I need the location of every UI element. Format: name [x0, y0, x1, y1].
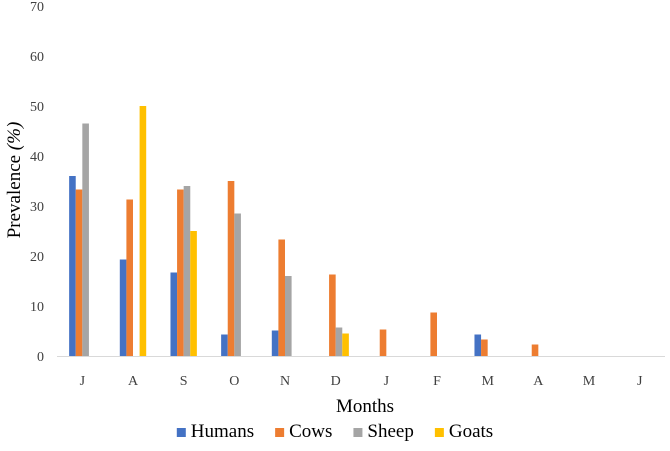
x-tick-label: N: [280, 374, 290, 389]
bar-sheep: [82, 123, 89, 356]
bar-goats: [139, 106, 147, 356]
legend-label: Cows: [289, 421, 332, 442]
bar-cows: [481, 339, 488, 356]
bar-cows: [126, 199, 133, 356]
x-tick-label: D: [331, 374, 341, 389]
legend-swatch: [275, 428, 285, 437]
bar-cows: [75, 189, 83, 356]
x-tick-label: S: [180, 374, 188, 389]
bar-humans: [119, 259, 127, 356]
x-tick-label: A: [533, 374, 544, 389]
legend-label: Sheep: [367, 421, 413, 442]
legend-label: Goats: [449, 421, 493, 442]
legend-swatch: [353, 428, 363, 437]
x-tick-label: J: [80, 374, 86, 389]
legend-swatch: [176, 428, 186, 437]
bar-cows: [177, 189, 184, 356]
y-tick-label: 0: [37, 350, 44, 365]
bar-cows: [278, 239, 285, 356]
x-tick-label: J: [384, 374, 390, 389]
y-axis-title: Prevalence (%): [4, 122, 25, 239]
bar-humans: [170, 272, 178, 356]
y-axis-ticks: 0 10 20 30 40 50 60 70: [30, 0, 44, 365]
y-tick-label: 20: [30, 250, 44, 265]
x-tick-label: J: [637, 374, 643, 389]
bar-sheep: [285, 276, 292, 356]
y-tick-label: 50: [30, 100, 44, 115]
legend-item-cows: Cows: [275, 421, 332, 442]
legend-item-humans: Humans: [176, 421, 254, 442]
y-axis-title-main: Prevalence: [4, 150, 25, 238]
bar-humans: [271, 330, 279, 356]
x-tick-label: M: [481, 374, 494, 389]
x-tick-label: O: [229, 374, 239, 389]
y-tick-label: 30: [30, 200, 44, 215]
bar-sheep: [335, 327, 343, 356]
y-tick-label: 40: [30, 150, 44, 165]
bar-cows: [329, 274, 336, 356]
y-tick-label: 10: [30, 300, 44, 315]
bar-cows: [379, 329, 387, 356]
bars: [69, 106, 539, 356]
x-tick-label: A: [128, 374, 139, 389]
bar-cows: [531, 344, 539, 356]
bar-goats: [342, 333, 349, 356]
bar-humans: [69, 176, 76, 356]
y-tick-label: 60: [30, 50, 44, 65]
x-axis-title: Months: [336, 396, 394, 417]
legend-item-goats: Goats: [434, 421, 493, 442]
x-tick-label: F: [433, 374, 441, 389]
legend-item-sheep: Sheep: [353, 421, 414, 442]
y-axis-title-unit: (%): [4, 122, 25, 150]
bar-humans: [474, 334, 482, 356]
y-tick-label: 70: [30, 0, 44, 15]
bar-humans: [221, 334, 228, 356]
bar-sheep: [234, 213, 241, 356]
bar-sheep: [183, 186, 191, 356]
bar-cows: [227, 181, 235, 356]
bar-cows: [430, 312, 437, 356]
legend: Humans Cows Sheep Goats: [176, 421, 493, 442]
bar-goats: [190, 231, 197, 356]
legend-swatch: [434, 428, 444, 437]
x-tick-label: M: [583, 374, 596, 389]
legend-label: Humans: [191, 421, 254, 442]
